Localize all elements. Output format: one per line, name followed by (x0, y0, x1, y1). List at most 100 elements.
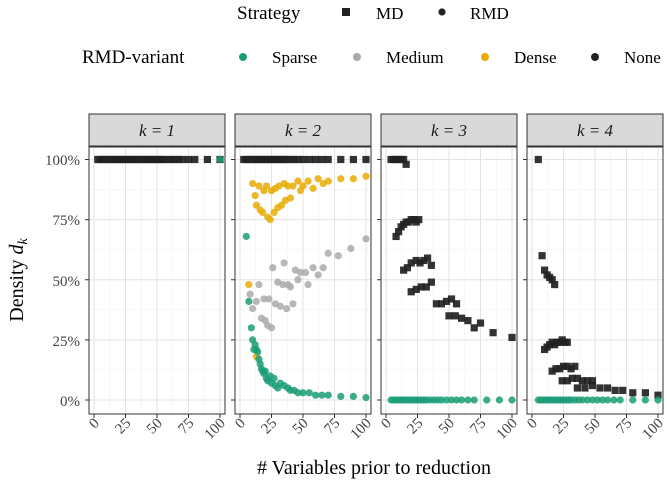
rmd-point (245, 297, 253, 305)
rmd-point (301, 268, 310, 277)
rmd-point (286, 194, 294, 202)
md-point (442, 297, 451, 305)
md-point (178, 155, 186, 164)
md-point (508, 333, 516, 342)
x-tick-label: 75 (175, 416, 197, 438)
md-point (619, 386, 627, 394)
facet-panel: k = 4 0 25 50 75 100 (523, 113, 667, 443)
md-point (427, 261, 435, 269)
rmd-point (598, 396, 607, 404)
md-point (416, 259, 424, 267)
md-point (400, 266, 408, 274)
legend-dense-label: Dense (514, 48, 556, 67)
legend-variant-title: RMD-variant (82, 47, 185, 68)
x-tick-label: 100 (640, 416, 667, 443)
md-point (299, 155, 307, 164)
rmd-point (447, 396, 456, 404)
md-point (337, 155, 345, 164)
md-point (588, 377, 597, 385)
md-point (437, 300, 446, 308)
rmd-point (289, 300, 297, 308)
rmd-point (304, 280, 312, 289)
x-tick-label: 50 (582, 416, 604, 438)
x-tick-label: 100 (202, 416, 229, 443)
md-point (571, 362, 579, 370)
y-tick-label: 0% (60, 394, 80, 410)
md-point (349, 155, 357, 164)
md-point (286, 155, 294, 164)
legend-dense-symbol (481, 53, 489, 61)
facet-strip (88, 113, 226, 147)
rmd-point (442, 396, 451, 404)
md-point (556, 365, 564, 373)
rmd-point (362, 235, 370, 243)
rmd-point (304, 177, 312, 185)
rmd-point (309, 264, 317, 272)
rmd-point (641, 396, 650, 404)
md-point (290, 155, 298, 164)
md-point (171, 155, 179, 164)
rmd-point (654, 396, 662, 404)
facet-strip-title: k = 1 (139, 121, 175, 140)
rmd-point (349, 175, 357, 183)
rmd-point (452, 396, 461, 404)
facet-strip-title: k = 4 (577, 121, 614, 140)
md-point (558, 377, 566, 385)
rmd-point (337, 392, 345, 400)
rmd-point (470, 396, 478, 404)
rmd-point (249, 179, 257, 188)
x-tick-label: 25 (112, 416, 134, 438)
y-axis-title-var: d (6, 244, 28, 255)
legend-rmd-symbol (438, 8, 446, 16)
legend-sparse-symbol (239, 53, 247, 61)
md-point (567, 365, 575, 373)
md-point (318, 155, 326, 164)
rmd-point (255, 182, 263, 190)
facet-strip (234, 113, 372, 147)
rmd-point (279, 280, 287, 289)
md-point (362, 155, 370, 164)
facet-strip (526, 113, 664, 147)
facet-strip-title: k = 2 (285, 121, 322, 140)
md-point (538, 252, 546, 260)
x-tick-label: 0 (86, 416, 103, 433)
md-point (427, 278, 435, 286)
md-point (445, 312, 453, 320)
rmd-point (270, 374, 278, 382)
legend-md-label: MD (376, 4, 403, 23)
rmd-point (583, 396, 592, 404)
md-point (423, 254, 432, 262)
legend-none-label: None (624, 48, 661, 67)
rmd-point (437, 396, 446, 404)
md-point (476, 319, 485, 327)
legend-rmd-label: RMD (470, 4, 509, 23)
rmd-point (262, 182, 271, 190)
rmd-point (508, 396, 516, 404)
rmd-point (578, 396, 587, 404)
rmd-point (309, 184, 317, 192)
md-point (451, 312, 459, 320)
y-tick-label: 50% (53, 274, 81, 290)
legend-medium-symbol (353, 53, 361, 61)
rmd-point (312, 391, 320, 399)
rmd-point (245, 280, 253, 289)
rmd-point (464, 396, 472, 404)
x-tick-label: 25 (258, 416, 280, 438)
rmd-point (610, 396, 618, 404)
md-point (541, 266, 549, 274)
md-point (604, 384, 612, 392)
facet-panel: k = 3 0 25 50 75 100 (377, 113, 521, 443)
rmd-point (349, 392, 357, 400)
md-point (489, 329, 497, 337)
rmd-point (216, 155, 224, 164)
x-tick-label: 50 (144, 416, 166, 438)
md-point (596, 384, 604, 392)
rmd-point (267, 324, 276, 332)
x-tick-label: 75 (613, 416, 635, 438)
rmd-point (259, 208, 267, 217)
md-point (407, 288, 415, 296)
md-point (412, 256, 420, 265)
rmd-point (246, 290, 254, 298)
md-point (174, 155, 183, 164)
